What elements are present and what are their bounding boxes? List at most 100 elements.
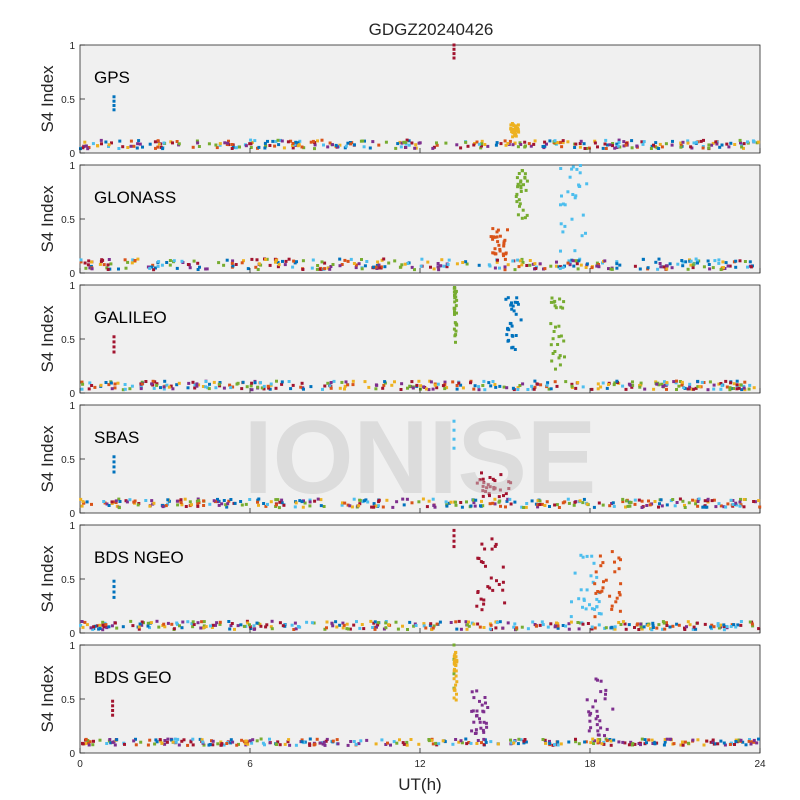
data-point <box>549 300 553 304</box>
data-point <box>720 143 724 147</box>
data-point <box>141 145 144 149</box>
data-point <box>175 383 179 387</box>
data-point <box>467 620 470 624</box>
data-point <box>581 555 585 559</box>
data-point <box>195 382 199 386</box>
data-point <box>687 501 691 505</box>
data-point <box>521 208 525 212</box>
data-point <box>218 622 222 626</box>
data-point <box>536 499 540 503</box>
data-point <box>654 260 658 264</box>
data-point <box>683 740 687 744</box>
data-point <box>680 259 684 262</box>
data-point <box>555 260 558 264</box>
data-point <box>431 146 435 150</box>
data-point <box>523 216 527 220</box>
data-point <box>494 385 498 389</box>
data-point <box>379 265 383 269</box>
data-point <box>727 145 731 149</box>
data-point <box>650 628 654 632</box>
data-point <box>514 134 518 138</box>
data-point <box>695 259 699 263</box>
data-point <box>480 542 484 546</box>
data-point <box>350 505 354 509</box>
data-point <box>502 242 506 246</box>
data-point <box>491 227 495 231</box>
data-point <box>108 267 112 271</box>
data-point <box>112 470 116 474</box>
data-point <box>567 259 571 263</box>
data-point <box>623 622 627 626</box>
data-point <box>742 505 746 509</box>
data-point <box>665 621 668 625</box>
data-point <box>481 504 485 508</box>
data-point <box>489 235 493 239</box>
data-point <box>250 257 254 261</box>
data-point <box>474 728 478 732</box>
data-point <box>671 624 675 628</box>
data-point <box>346 743 350 747</box>
data-point <box>112 95 116 99</box>
data-point <box>558 363 562 367</box>
data-points <box>79 164 754 272</box>
data-point <box>482 720 486 724</box>
data-point <box>722 628 726 632</box>
data-point <box>261 741 265 745</box>
data-point <box>311 258 315 262</box>
data-point <box>472 498 475 502</box>
data-point <box>508 497 512 501</box>
data-point <box>132 739 136 743</box>
data-point <box>495 579 498 583</box>
data-point <box>716 742 720 746</box>
data-point <box>596 739 600 743</box>
data-point <box>724 261 728 265</box>
data-point <box>202 504 206 507</box>
data-point <box>519 184 523 188</box>
data-point <box>129 139 133 143</box>
data-point <box>262 387 266 391</box>
data-point <box>167 385 171 389</box>
data-point <box>522 739 526 743</box>
data-point <box>498 249 502 253</box>
data-point <box>561 624 565 627</box>
data-point <box>112 585 116 589</box>
data-point <box>464 737 468 741</box>
data-point <box>211 739 215 743</box>
data-point <box>455 311 458 315</box>
data-point <box>156 139 160 143</box>
data-point <box>566 140 570 144</box>
data-point <box>79 624 83 627</box>
data-point <box>621 620 625 624</box>
data-point <box>445 504 449 508</box>
data-point <box>110 502 114 505</box>
data-point <box>166 737 170 741</box>
data-point <box>721 260 725 264</box>
data-point <box>559 203 562 207</box>
data-point <box>516 302 520 306</box>
data-point <box>101 620 105 624</box>
data-point <box>607 267 610 271</box>
data-point <box>328 141 332 145</box>
data-point <box>110 141 113 145</box>
data-point <box>663 627 667 631</box>
data-point <box>604 688 608 692</box>
data-point <box>112 465 116 469</box>
data-point <box>361 139 365 143</box>
data-point <box>359 739 363 743</box>
data-point <box>627 743 631 747</box>
data-point <box>488 494 491 498</box>
data-point <box>358 498 362 502</box>
data-point <box>540 620 544 624</box>
data-point <box>436 265 440 269</box>
data-point <box>393 259 397 263</box>
data-point <box>175 499 179 503</box>
data-point <box>249 384 253 388</box>
data-point <box>256 498 260 502</box>
data-point <box>130 261 134 265</box>
data-point <box>470 621 474 625</box>
data-point <box>271 139 275 143</box>
data-point <box>338 623 342 627</box>
data-point <box>352 740 356 743</box>
data-point <box>302 146 306 150</box>
data-point <box>381 386 385 390</box>
